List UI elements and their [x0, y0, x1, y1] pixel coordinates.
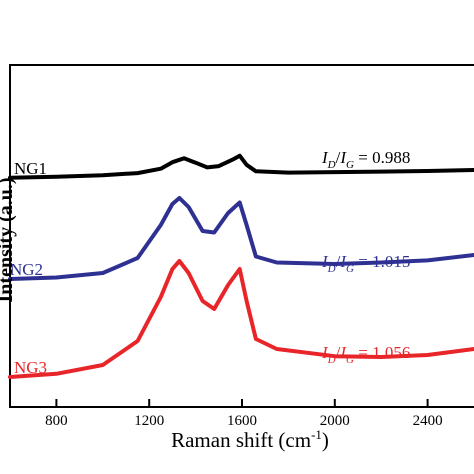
x-axis-label-close: )	[322, 428, 329, 452]
plot-frame	[9, 64, 474, 408]
series-layer	[8, 153, 474, 379]
x-tick-label: 1600	[227, 413, 257, 429]
y-axis-label: Intensity (a.u.)	[0, 177, 17, 302]
series-label-ng1: NG1	[14, 159, 47, 178]
x-tick-label: 2000	[320, 413, 350, 429]
x-tick-label: 2400	[413, 413, 443, 429]
ratio-label-ng1: ID/IG = 0.988	[321, 148, 410, 171]
series-line-ng3	[8, 259, 474, 379]
x-tick-label: 1200	[134, 413, 164, 429]
x-axis-label-superscript: -1	[311, 427, 322, 442]
ratio-label-ng3: ID/IG = 1.056	[321, 343, 410, 366]
series-line-ng1	[8, 153, 474, 180]
x-axis-label-text: Raman shift (cm	[171, 428, 311, 452]
label-layer: NG1 ID/IG = 0.988 NG2 ID/IG = 1.015 NG3 ID/IG…	[10, 148, 410, 377]
ratio-label-ng2: ID/IG = 1.015	[321, 252, 410, 275]
series-line-ng2	[8, 196, 474, 281]
x-axis-label: Raman shift (cm-1)	[171, 427, 329, 452]
tick-layer: 800 1200 1600 2000 2400	[45, 399, 443, 429]
x-tick-label: 800	[45, 413, 68, 429]
series-label-ng3: NG3	[14, 358, 47, 377]
series-label-ng2: NG2	[10, 260, 43, 279]
